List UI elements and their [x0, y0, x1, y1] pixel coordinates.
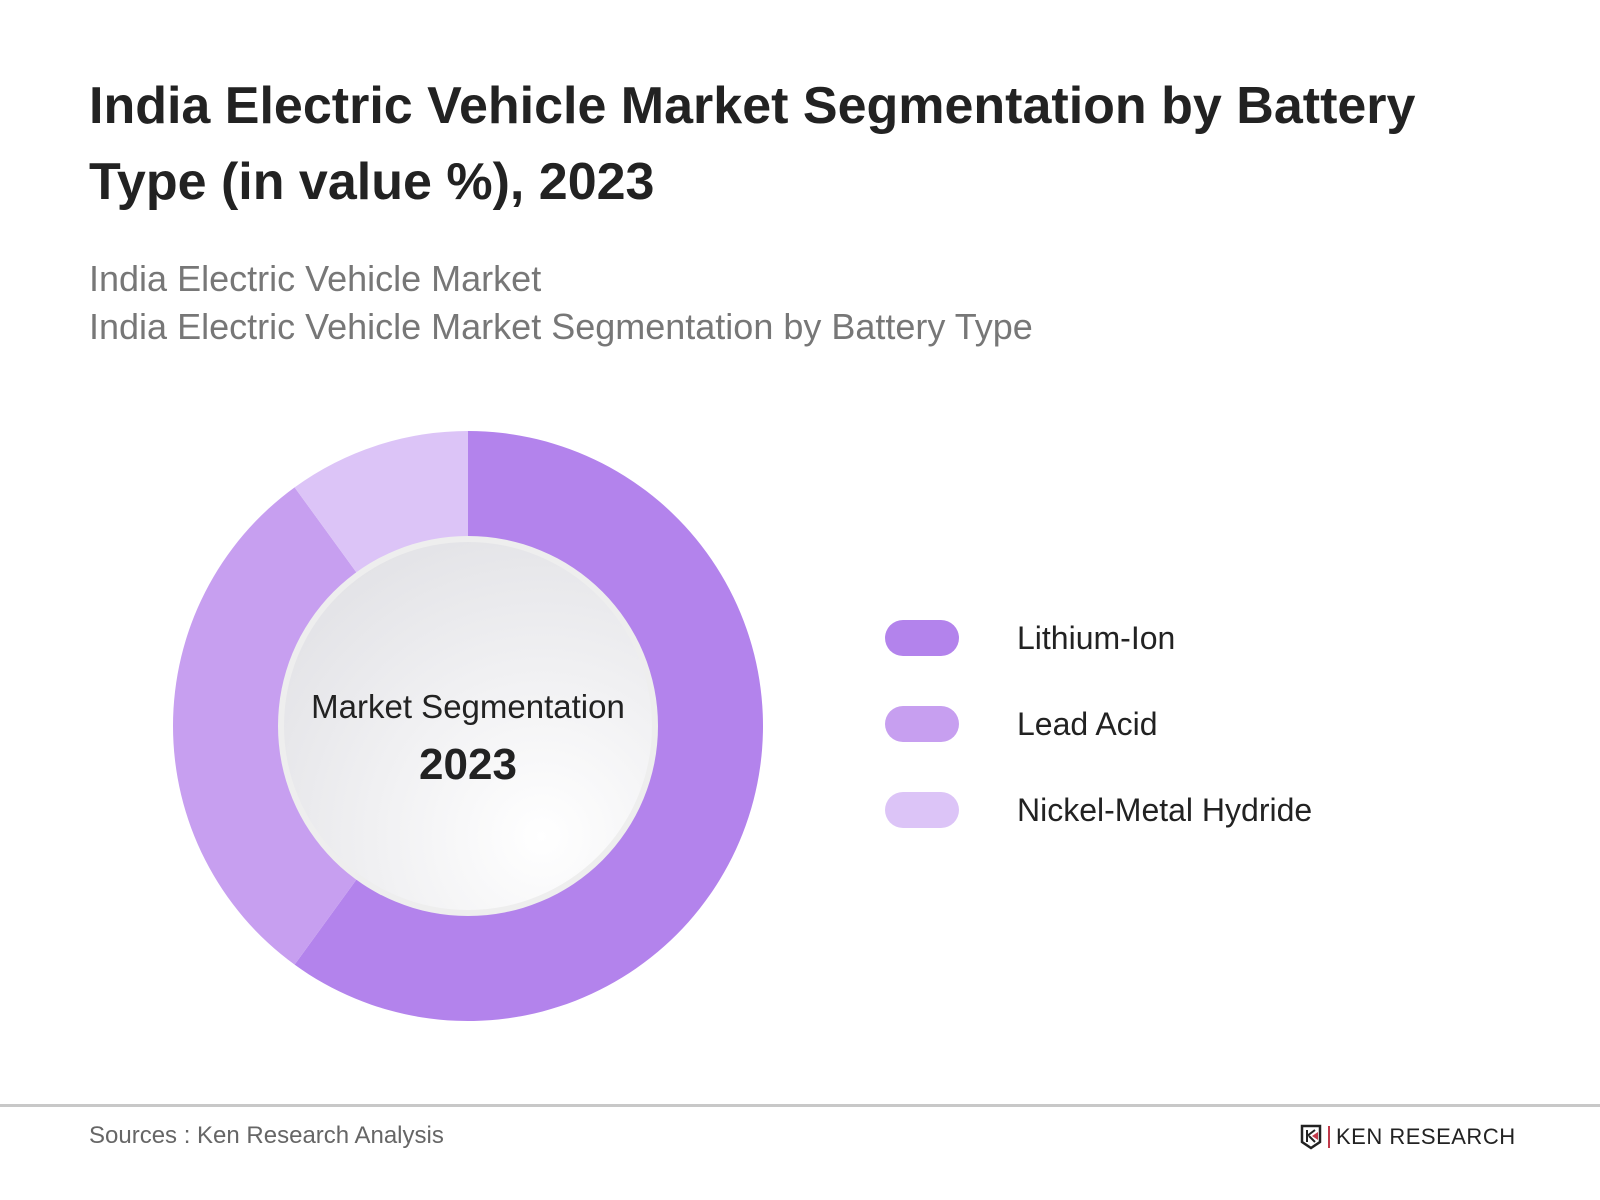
- ken-research-logo: KEN RESEARCH: [1300, 1124, 1516, 1150]
- source-note: Sources : Ken Research Analysis: [89, 1122, 444, 1149]
- legend-swatch: [885, 620, 959, 656]
- logo-text: KEN RESEARCH: [1336, 1124, 1516, 1149]
- legend-item-lead-acid: Lead Acid: [885, 704, 1158, 744]
- chart-title: India Electric Vehicle Market Segmentati…: [89, 77, 1416, 211]
- center-year: 2023: [419, 740, 517, 789]
- subtitle-market: India Electric Vehicle Market: [89, 258, 542, 299]
- footer-divider: [0, 1104, 1600, 1107]
- legend-label: Lithium-Ion: [1017, 619, 1176, 656]
- center-label: Market Segmentation: [311, 688, 625, 725]
- donut-chart: [172, 431, 763, 1021]
- subtitle-segmentation: India Electric Vehicle Market Segmentati…: [89, 306, 1033, 347]
- legend-label: Nickel-Metal Hydride: [1017, 791, 1313, 828]
- ken-research-logo-icon: [1300, 1124, 1322, 1150]
- legend-item-nickel-metal-hydride: Nickel-Metal Hydride: [885, 790, 1312, 830]
- legend-swatch: [885, 792, 959, 828]
- legend-swatch: [885, 706, 959, 742]
- logo-divider: [1328, 1126, 1330, 1148]
- legend-label: Lead Acid: [1017, 705, 1158, 742]
- legend-item-lithium-ion: Lithium-Ion: [885, 618, 1175, 658]
- donut-hole: [284, 542, 652, 910]
